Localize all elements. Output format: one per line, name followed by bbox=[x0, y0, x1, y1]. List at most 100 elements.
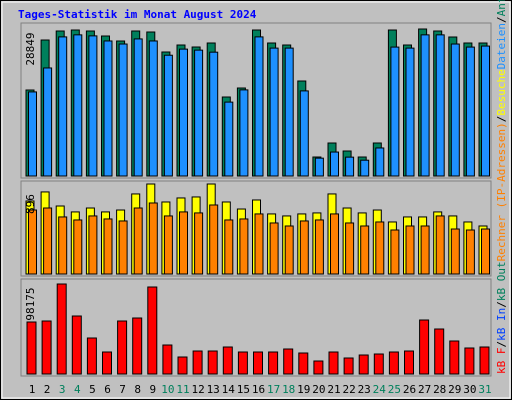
x-tick-label: 24 bbox=[373, 383, 387, 396]
x-tick-label: 16 bbox=[252, 383, 265, 396]
bar bbox=[148, 202, 158, 275]
bar bbox=[284, 47, 294, 177]
bar bbox=[147, 286, 158, 375]
bar bbox=[103, 218, 113, 275]
bar bbox=[434, 328, 445, 375]
bar bbox=[419, 319, 430, 375]
bar bbox=[405, 225, 415, 275]
x-tick-label: 22 bbox=[342, 383, 355, 396]
bar bbox=[345, 156, 355, 177]
bar bbox=[375, 221, 385, 275]
bar bbox=[224, 219, 234, 275]
bar bbox=[73, 34, 83, 177]
bar bbox=[390, 229, 400, 275]
bar bbox=[283, 348, 294, 375]
legend-separator: / bbox=[495, 341, 508, 348]
x-tick-label: 6 bbox=[104, 383, 111, 396]
bar bbox=[404, 350, 414, 375]
bar bbox=[207, 350, 218, 375]
bar bbox=[117, 320, 128, 375]
x-tick-label: 31 bbox=[478, 383, 491, 396]
x-tick-label: 26 bbox=[403, 383, 416, 396]
bar bbox=[450, 43, 460, 177]
x-tick-label: 17 bbox=[267, 383, 280, 396]
bar bbox=[132, 317, 143, 375]
x-tick-label: 20 bbox=[312, 383, 325, 396]
bar bbox=[194, 49, 204, 177]
bar bbox=[420, 34, 430, 177]
bar bbox=[313, 360, 324, 375]
bar bbox=[299, 220, 309, 275]
bar bbox=[209, 204, 219, 275]
x-tick-label: 23 bbox=[358, 383, 371, 396]
bar bbox=[284, 225, 294, 275]
bar bbox=[465, 46, 475, 177]
bar bbox=[43, 67, 53, 177]
bar bbox=[237, 351, 248, 375]
x-tick-label: 27 bbox=[418, 383, 431, 396]
bar bbox=[43, 207, 53, 275]
legend-separator: / bbox=[495, 16, 508, 23]
bar bbox=[314, 219, 324, 275]
x-tick-label: 2 bbox=[44, 383, 51, 396]
x-tick-label: 10 bbox=[161, 383, 174, 396]
bar bbox=[194, 212, 204, 275]
bar bbox=[373, 353, 384, 375]
bar bbox=[86, 337, 97, 375]
bar bbox=[102, 351, 112, 375]
bar bbox=[481, 228, 490, 275]
bar bbox=[268, 351, 279, 375]
x-tick-label: 4 bbox=[74, 383, 81, 396]
bar bbox=[179, 211, 188, 275]
bar bbox=[375, 147, 385, 177]
x-tick-label: 29 bbox=[448, 383, 461, 396]
legend-entry: kB In bbox=[495, 308, 508, 341]
y-tick-label: 28849 bbox=[24, 32, 37, 65]
bar bbox=[269, 47, 279, 177]
bar bbox=[481, 45, 490, 177]
x-tick-label: 30 bbox=[463, 383, 476, 396]
x-tick-label: 19 bbox=[297, 383, 310, 396]
bar bbox=[345, 222, 355, 275]
bar bbox=[73, 219, 83, 275]
x-tick-label: 9 bbox=[149, 383, 156, 396]
bar bbox=[358, 354, 369, 375]
bar bbox=[177, 356, 188, 375]
bar bbox=[58, 36, 68, 177]
bar bbox=[420, 225, 430, 275]
bar bbox=[299, 90, 309, 177]
x-tick-label: 15 bbox=[237, 383, 250, 396]
x-tick-label: 25 bbox=[388, 383, 401, 396]
bar bbox=[118, 220, 128, 275]
x-tick-label: 7 bbox=[119, 383, 126, 396]
bar bbox=[449, 340, 460, 375]
legend: kB F/kB In/kB OutRechner (IP-Adressen)/B… bbox=[495, 0, 508, 374]
bar bbox=[253, 351, 263, 375]
x-tick-label: 13 bbox=[207, 383, 220, 396]
bar bbox=[435, 34, 445, 177]
x-tick-label: 12 bbox=[191, 383, 204, 396]
bar bbox=[330, 213, 339, 275]
bar bbox=[162, 344, 173, 375]
bar bbox=[179, 48, 188, 177]
x-tick-label: 14 bbox=[222, 383, 236, 396]
bar bbox=[254, 36, 264, 177]
bar bbox=[298, 352, 309, 375]
legend-entry: Anfragen bbox=[495, 0, 508, 16]
bar bbox=[479, 346, 490, 375]
bar bbox=[239, 218, 249, 275]
bar bbox=[388, 351, 399, 375]
bar bbox=[269, 222, 279, 275]
legend-entry: Rechner (IP-Adressen) bbox=[495, 122, 508, 261]
bar bbox=[465, 229, 475, 275]
x-tick-label: 28 bbox=[433, 383, 446, 396]
bar bbox=[26, 321, 37, 375]
bar bbox=[224, 101, 234, 177]
bar bbox=[239, 89, 249, 177]
y-tick-label: 896 bbox=[24, 194, 37, 214]
bar bbox=[222, 346, 233, 375]
bar bbox=[118, 43, 128, 177]
x-tick-label: 11 bbox=[176, 383, 189, 396]
